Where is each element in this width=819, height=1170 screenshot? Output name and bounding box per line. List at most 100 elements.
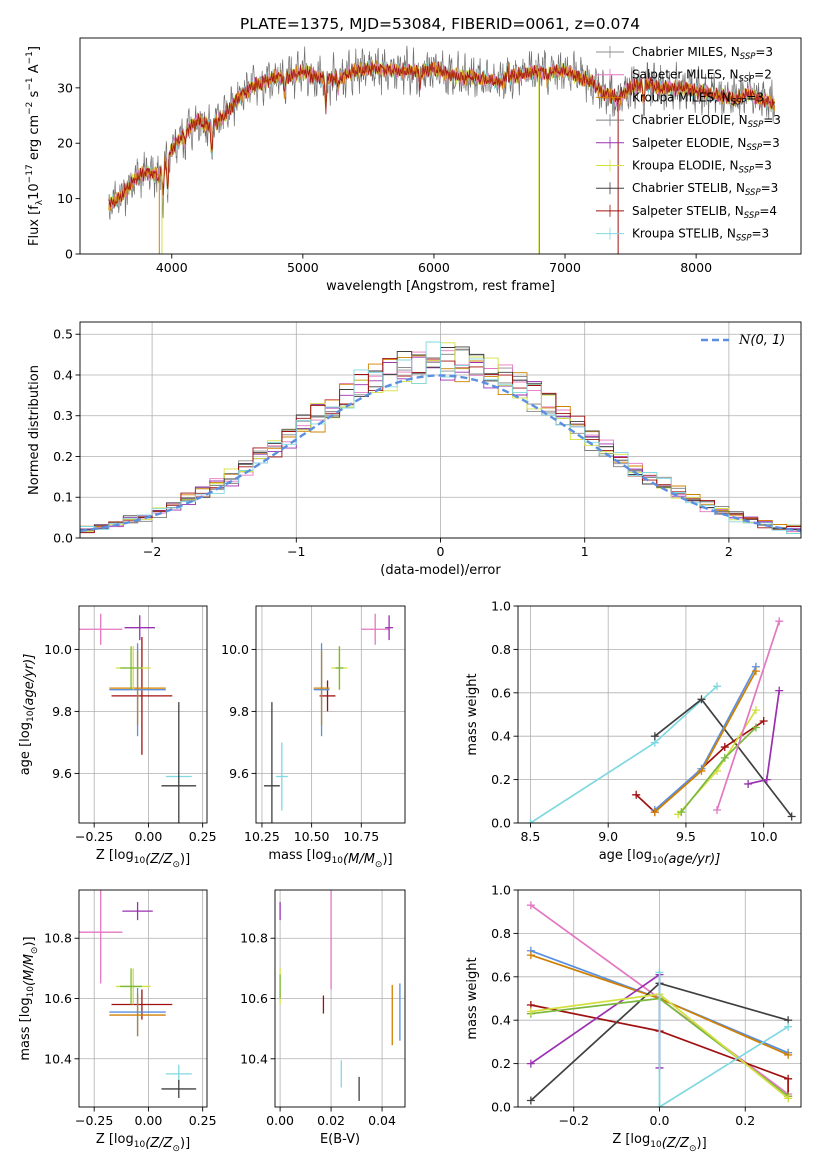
y-tick-label: 10.4 [44,1051,72,1066]
legend-label: Chabrier MILES, NSSP=3 [632,45,773,62]
x-tick-label: 2 [725,544,733,559]
y-tick-label: 1.0 [491,883,511,898]
spectrum-model [108,60,776,212]
plus-marker [784,1022,793,1031]
error-bar-point [263,702,280,823]
mass-weight-series [530,972,661,1068]
mass-weight-series [530,1004,789,1097]
error-bar-point [161,702,197,823]
y-tick-label: 1.0 [491,599,511,614]
plus-marker [775,617,784,626]
plus-marker [787,812,796,821]
plus-marker [650,808,659,817]
x-tick-label: 0.00 [135,829,163,844]
x-tick-label: 0.00 [266,1113,294,1128]
y-axis-label: mass weight [465,957,480,1039]
y-tick-label: 0.2 [491,772,511,787]
plus-marker [762,775,771,784]
y-tick-label: 10.8 [44,931,72,946]
axes-frame [78,889,208,1108]
age-vs-mass-panel: 10.25 10.50 10.75 9.6 9.8 10.0 mass [log10(M/M… [221,605,406,870]
y-axis-label: Normed distribution [27,365,42,495]
plus-marker [526,1096,535,1105]
x-tick-label: 0.00 [135,1113,163,1128]
error-bar-point [122,902,153,921]
plot-area [108,45,776,254]
plus-marker [784,1074,793,1083]
y-tick-label: 10.0 [44,642,72,657]
x-tick-label: 0.2 [735,1113,755,1128]
plus-marker [713,682,722,691]
plot-area [526,617,796,823]
axes-frame [274,889,406,1108]
plus-marker [526,819,535,823]
plus-marker [784,1050,793,1059]
x-axis-label: wavelength [Angstrom, rest frame] [326,279,555,294]
plot-area [80,341,801,538]
legend-label: Kroupa ELODIE, NSSP=3 [632,159,772,176]
x-tick-label: 6000 [418,260,450,275]
error-bar-point [120,968,142,1005]
y-tick-label: 10.4 [240,1051,268,1066]
y-axis-label: Flux [fλ10−17 erg cm−2 s−1 A−1] [25,46,45,246]
y-tick-label: 20 [57,136,73,151]
error-bar-point [120,646,142,690]
plus-marker [744,779,753,788]
plus-marker [526,1059,535,1068]
legend-label: N(0, 1) [738,333,785,348]
x-tick-label: −0.25 [75,1113,113,1128]
x-tick-label: 10.75 [343,829,379,844]
x-tick-label: 8.5 [520,829,540,844]
normal-reference-curve [80,374,801,533]
plus-marker [655,968,664,977]
error-bar-point [319,680,336,712]
x-tick-label: −0.2 [559,1113,589,1128]
y-tick-label: 0.5 [53,327,73,342]
y-tick-label: 9.6 [229,766,249,781]
plus-marker [632,790,641,799]
y-tick-label: 0.1 [53,490,73,505]
legend-label: Salpeter MILES, NSSP=2 [632,68,772,85]
error-bar-point [124,615,155,641]
x-tick-label: 8000 [680,260,712,275]
y-tick-label: 10.8 [240,931,268,946]
y-tick-label: 10.6 [44,991,72,1006]
error-bar-point [361,613,390,645]
x-tick-label: 5000 [287,260,319,275]
axes-frame [78,605,208,824]
x-axis-label: Z [log10(Z/Z⊙)] [96,848,190,870]
axes-frame [517,889,802,1108]
x-tick-label: 4000 [156,260,188,275]
plus-marker [526,1007,535,1016]
error-bar-point [111,637,173,755]
y-tick-label: 0.0 [491,816,511,831]
plot-area [263,613,394,823]
y-tick-label: 0.4 [491,729,511,744]
x-tick-label: 10.0 [750,829,778,844]
axes-frame [79,321,802,539]
error-bar-point [385,615,394,641]
x-tick-label: 0.25 [189,829,217,844]
plus-marker [751,706,760,715]
x-tick-label: −2 [143,544,161,559]
y-tick-label: 0.3 [53,408,73,423]
plus-marker [697,695,706,704]
residuals-panel: −2 −1 0 1 2 0.0 0.1 0.2 0.3 0.4 0.5 (data-model)/er… [27,321,802,578]
y-tick-label: 0.6 [491,685,511,700]
error-bar-point [79,890,123,984]
y-tick-label: 9.8 [52,704,72,719]
plot-area [279,890,401,1101]
plus-marker [751,667,760,676]
plus-marker [526,951,535,960]
mass-weight-series [658,972,789,1107]
error-bar-point [79,613,123,645]
age-vs-metallicity-panel: −0.25 0.00 0.25 9.6 9.8 10.0 Z [log10(Z/Z⊙)] ag… [18,605,217,870]
residual-histogram [80,341,801,538]
weight-vs-age-panel: 8.5 9.0 9.5 10.0 0.0 0.2 0.4 0.6 0.8 1.0 age [log1… [465,599,802,867]
y-tick-label: 0.0 [491,1100,511,1115]
axes-frame [255,605,406,824]
plus-marker [526,901,535,910]
x-axis-label: E(B-V) [320,1132,360,1147]
x-axis-label: age [log10(age/yr)] [599,848,721,867]
